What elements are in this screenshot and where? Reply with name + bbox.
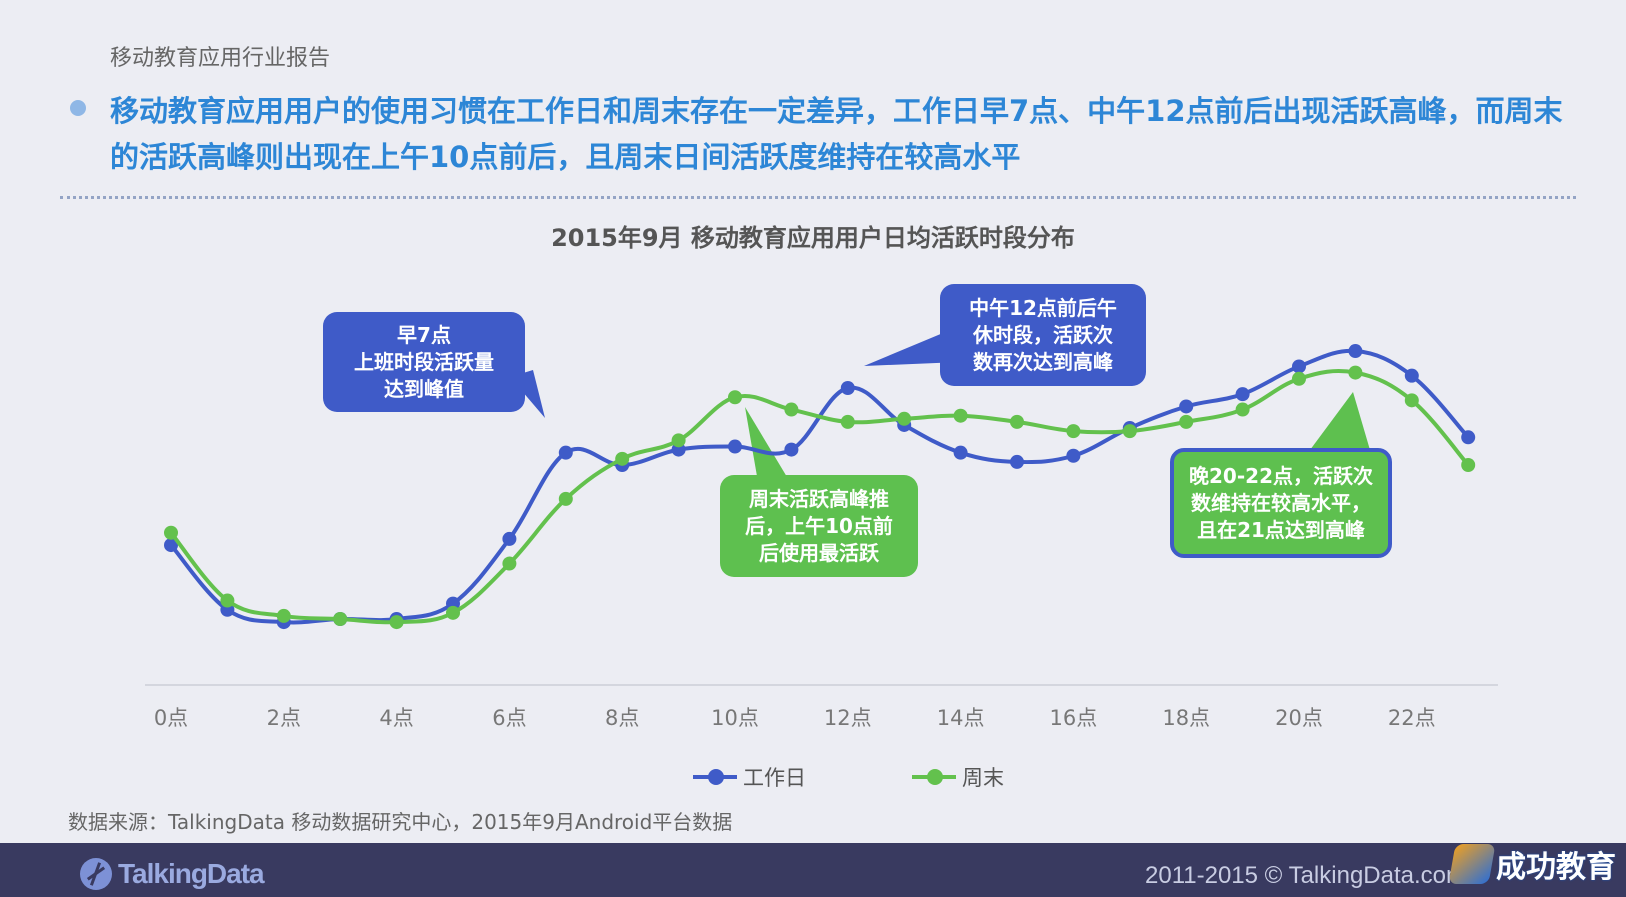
x-tick-label-6: 6点 [492,706,526,730]
x-tick-label-8: 8点 [605,706,639,730]
x-tick-label-18: 18点 [1162,706,1210,730]
data-point-workday-11 [784,442,799,457]
data-point-weekend-11 [784,402,799,417]
legend-swatch-weekend [912,769,956,785]
legend-item-weekend: 周末 [912,762,1004,792]
x-tick-label-4: 4点 [379,706,413,730]
data-point-workday-6 [502,531,517,546]
x-tick-label-10: 10点 [711,706,759,730]
x-tick-label-0: 0点 [154,706,188,730]
watermark-logo-icon [1448,844,1496,884]
data-point-weekend-7 [558,491,573,506]
data-point-workday-7 [558,445,573,460]
headline-bullet [70,100,86,116]
data-point-weekend-0 [164,525,178,540]
data-point-weekend-10 [728,390,742,405]
x-tick-label-14: 14点 [937,706,985,730]
data-point-workday-0 [164,538,178,553]
data-point-weekend-21 [1348,365,1363,380]
data-point-weekend-9 [671,433,686,448]
data-point-workday-16 [1066,448,1081,463]
callout-pointer-noon [864,328,960,366]
data-point-workday-10 [728,439,742,454]
data-point-weekend-6 [502,556,517,571]
copyright-text: 2011-2015 © TalkingData.com [1145,862,1466,889]
data-point-workday-23 [1461,430,1476,445]
headline: 移动教育应用用户的使用习惯在工作日和周末存在一定差异，工作日早7点、中午12点前… [110,94,1563,174]
legend-item-workday: 工作日 [693,762,806,792]
data-point-workday-21 [1348,344,1363,359]
chart-title: 2015年9月 移动教育应用用户日均活跃时段分布 [551,224,1075,252]
callout-pointer-evening [1310,392,1370,450]
data-point-weekend-3 [333,612,348,626]
data-point-weekend-23 [1461,458,1476,472]
data-point-weekend-18 [1179,414,1194,429]
watermark-text: 成功教育 [1496,850,1616,885]
legend-label-workday: 工作日 [743,766,806,790]
data-point-weekend-12 [840,414,855,429]
data-point-workday-15 [1010,454,1024,469]
data-point-workday-12 [840,381,855,395]
data-point-weekend-5 [446,605,460,620]
data-point-weekend-22 [1404,393,1419,408]
data-point-workday-14 [953,445,968,460]
data-point-weekend-19 [1235,402,1250,417]
data-point-workday-22 [1404,368,1419,383]
data-point-weekend-15 [1010,414,1024,429]
data-point-weekend-2 [276,608,291,623]
data-point-weekend-20 [1292,371,1306,386]
callout-morning-peak: 早7点 上班时段活跃量 达到峰值 [323,312,525,412]
legend-swatch-workday [693,769,737,785]
data-source-note: 数据来源：TalkingData 移动数据研究中心，2015年9月Android… [68,810,733,834]
callout-weekend-peak: 周末活跃高峰推 后，上午10点前 后使用最活跃 [720,475,918,577]
x-tick-label-16: 16点 [1050,706,1098,730]
data-point-weekend-13 [897,411,912,426]
report-label: 移动教育应用行业报告 [110,46,331,71]
data-point-weekend-14 [953,408,968,423]
talkingdata-logo-icon [80,858,112,890]
data-point-workday-20 [1292,359,1306,374]
logo-text: TalkingData [118,858,265,889]
legend-label-weekend: 周末 [962,766,1004,790]
x-tick-label-20: 20点 [1275,706,1323,730]
footer-bar [0,843,1626,897]
callout-evening-peak: 晚20-22点，活跃次 数维持在较高水平， 且在21点达到高峰 [1170,448,1392,558]
data-point-weekend-16 [1066,424,1081,439]
dotted-divider [60,196,1576,199]
talkingdata-logo: TalkingData [80,858,265,890]
x-tick-label-2: 2点 [267,706,301,730]
data-point-weekend-1 [220,593,235,608]
callout-pointer-weekend [745,407,790,482]
x-tick-label-12: 12点 [824,706,872,730]
data-point-weekend-17 [1122,424,1137,439]
data-point-weekend-4 [389,615,404,630]
data-point-workday-18 [1179,399,1194,414]
callout-noon-peak: 中午12点前后午 休时段，活跃次 数再次达到高峰 [940,284,1146,386]
x-tick-label-22: 22点 [1388,706,1436,730]
data-point-workday-19 [1235,387,1250,402]
data-point-weekend-8 [615,451,630,466]
watermark: 成功教育 [1448,842,1616,886]
